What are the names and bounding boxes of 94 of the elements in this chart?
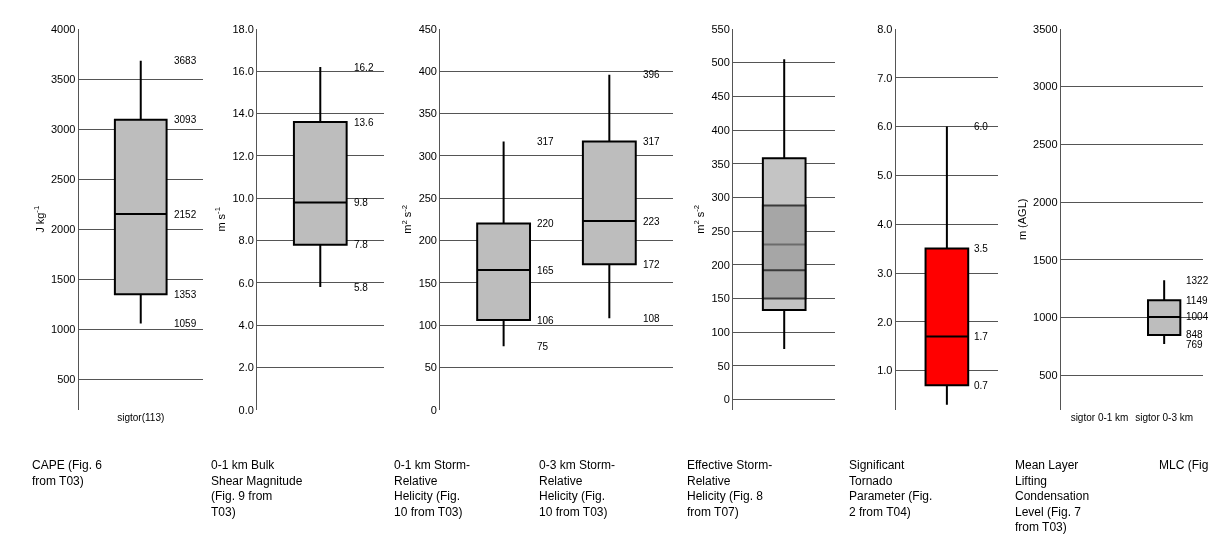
- y-tick-label: 150: [711, 292, 730, 305]
- text: 0-3 km Storm-Relative Helicity (Fig. 10 from T03): [539, 458, 616, 519]
- text: 2152: [174, 209, 197, 220]
- text: 3683: [174, 55, 197, 66]
- y-tick-label: 550: [711, 22, 730, 35]
- y-tick-label: 7.0: [877, 71, 893, 84]
- text: 16.2: [354, 62, 374, 73]
- y-tick-label: 1500: [51, 273, 76, 286]
- y-tick-label: 2.0: [877, 315, 893, 328]
- y-tick-label: 5.0: [877, 169, 893, 182]
- y-tick-label: 2000: [1033, 195, 1058, 208]
- text: 165: [537, 265, 554, 276]
- y-tick-label: 300: [418, 149, 437, 162]
- y-tick-label: 50: [424, 361, 437, 374]
- y-tick-label: 350: [418, 107, 437, 120]
- y-tick-label: 1000: [51, 323, 76, 336]
- text: 0-1 km Bulk Shear Magnitude (Fig. 9 from T03): [211, 458, 303, 519]
- y-tick-label: 1000: [1033, 311, 1058, 324]
- text: 108: [643, 313, 660, 324]
- y-tick-label: 12.0: [232, 149, 254, 162]
- text: 7.8: [354, 239, 368, 250]
- y-tick-label: 4000: [51, 22, 76, 35]
- x-tick-label: sigtor 0-3 km: [1135, 411, 1194, 423]
- y-axis-title: m (AGL): [1015, 198, 1028, 241]
- y-tick-label: 2.0: [238, 361, 254, 374]
- text: 1059: [174, 318, 197, 329]
- text: 3.5: [974, 243, 988, 254]
- y-tick-label: 8.0: [238, 234, 254, 247]
- y-tick-label: 6.0: [877, 120, 893, 133]
- text: MLC (Fig: [1159, 458, 1209, 472]
- text: 220: [537, 218, 554, 229]
- text: 0.7: [974, 380, 988, 391]
- y-tick-label: 400: [418, 65, 437, 78]
- y-tick-label: 250: [711, 224, 730, 237]
- y-tick-label: 3500: [51, 72, 76, 85]
- text: 848: [1186, 329, 1203, 340]
- text: 9.8: [354, 197, 368, 208]
- text: Mean Layer Lifting Condensation Level (Fig. 7 from T03): [1015, 458, 1090, 535]
- text: Effective Storm-Relative Helicity (Fig. 8 from T07): [687, 458, 773, 519]
- y-tick-label: 3500: [1033, 22, 1058, 35]
- y-tick-label: 18.0: [232, 22, 254, 35]
- text: 172: [643, 259, 660, 270]
- text: 223: [643, 216, 660, 227]
- y-tick-label: 0: [430, 403, 437, 416]
- text: CAPE (Fig. 6 from T03): [32, 458, 103, 488]
- y-tick-label: 0.0: [238, 403, 254, 416]
- y-tick-label: 200: [418, 234, 437, 247]
- y-tick-label: 2500: [1033, 138, 1058, 151]
- text: 5.8: [354, 282, 368, 293]
- y-tick-label: 3.0: [877, 266, 893, 279]
- y-tick-label: 8.0: [877, 22, 893, 35]
- y-tick-label: 450: [711, 90, 730, 103]
- y-tick-label: 500: [57, 373, 76, 386]
- text: 396: [643, 69, 660, 80]
- y-tick-label: 4.0: [877, 218, 893, 231]
- y-tick-label: 4.0: [238, 318, 254, 331]
- text: 1.7: [974, 331, 988, 342]
- text: 1322: [1186, 275, 1209, 286]
- y-tick-label: 500: [711, 56, 730, 69]
- y-tick-label: 16.0: [232, 65, 254, 78]
- text: 75: [537, 341, 549, 352]
- y-tick-label: 400: [711, 123, 730, 136]
- text: 317: [643, 136, 660, 147]
- y-tick-label: 14.0: [232, 107, 254, 120]
- text: 1149: [1186, 295, 1208, 306]
- y-tick-label: 6.0: [238, 276, 254, 289]
- y-tick-label: 50: [717, 359, 730, 372]
- y-tick-label: 1.0: [877, 364, 893, 377]
- y-tick-label: 10.0: [232, 192, 254, 205]
- text: 769: [1186, 339, 1203, 350]
- y-tick-label: 200: [711, 258, 730, 271]
- x-tick-label: sigtor(113): [117, 411, 165, 423]
- y-tick-label: 100: [711, 326, 730, 339]
- text: 106: [537, 315, 554, 326]
- y-tick-label: 2500: [51, 173, 76, 186]
- text: 1353: [174, 289, 197, 300]
- y-tick-label: 0: [723, 393, 730, 406]
- y-tick-label: 3000: [1033, 80, 1058, 93]
- y-tick-label: 450: [418, 22, 437, 35]
- y-tick-label: 1500: [1033, 253, 1058, 266]
- y-tick-label: 3000: [51, 122, 76, 135]
- y-tick-label: 2000: [51, 223, 76, 236]
- y-tick-label: 500: [1039, 368, 1058, 381]
- y-tick-label: 150: [418, 276, 437, 289]
- text: 317: [537, 136, 554, 147]
- text: 3093: [174, 114, 197, 125]
- y-tick-label: 300: [711, 191, 730, 204]
- y-tick-label: 100: [418, 318, 437, 331]
- y-tick-label: 250: [418, 192, 437, 205]
- y-tick-label: 350: [711, 157, 730, 170]
- text: 0-1 km Storm-Relative Helicity (Fig. 10 from T03): [394, 458, 471, 519]
- text: Significant Tornado Parameter (Fig. 2 from T04): [849, 458, 933, 519]
- text: 13.6: [354, 117, 374, 128]
- x-tick-label: sigtor 0-1 km: [1070, 411, 1129, 423]
